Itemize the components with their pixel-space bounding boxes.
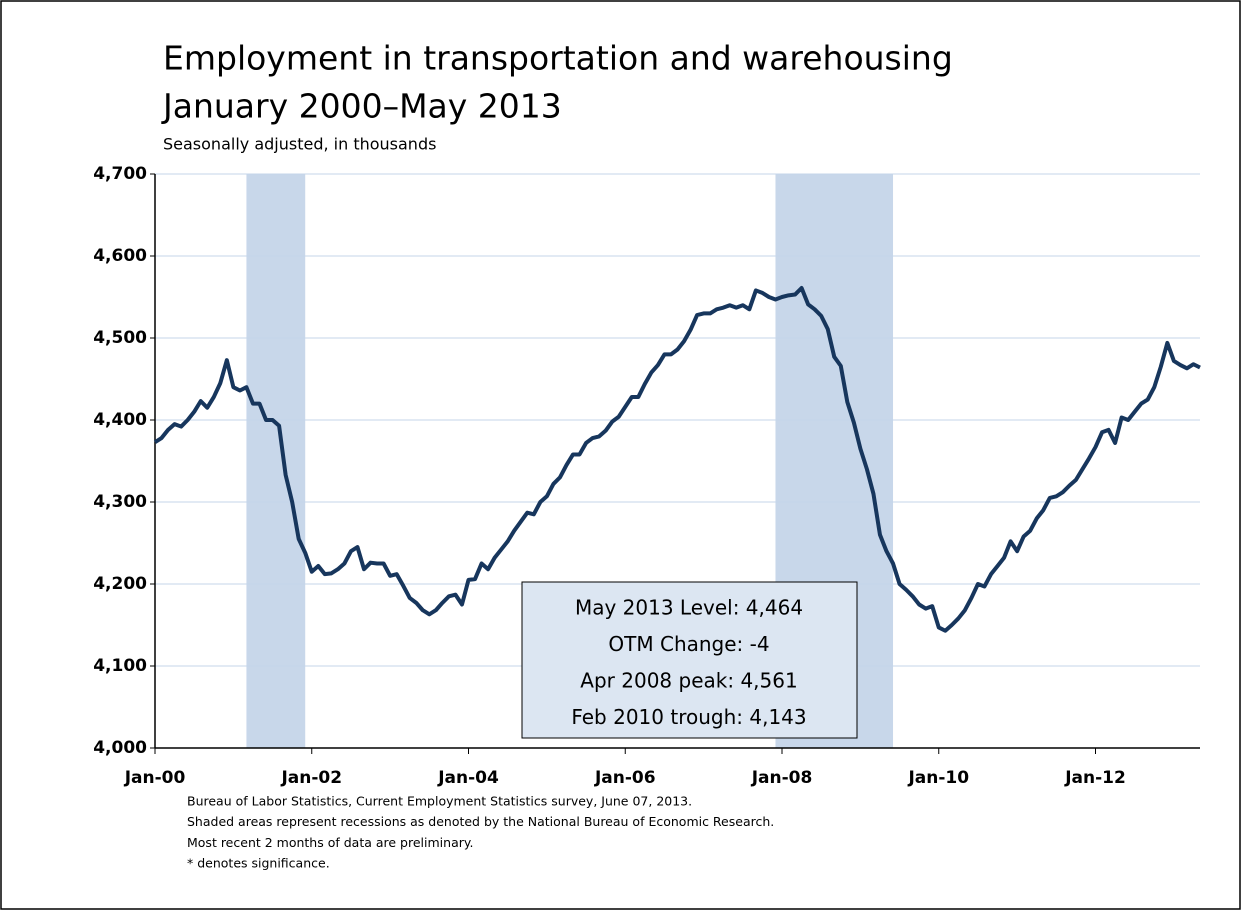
x-tick-label: Jan-02 (280, 768, 342, 788)
x-tick-label: Jan-12 (1064, 768, 1126, 788)
y-tick-label: 4,400 (93, 410, 147, 430)
y-tick-label: 4,300 (93, 492, 147, 512)
chart-subtitle: Seasonally adjusted, in thousands (163, 135, 436, 154)
y-tick-label: 4,100 (93, 656, 147, 676)
chart-title: Employment in transportation and warehou… (163, 39, 953, 78)
annotation-box (521, 581, 858, 739)
footnote: * denotes significance. (187, 856, 330, 871)
recession-band (246, 174, 306, 748)
x-tick-label: Jan-06 (594, 768, 656, 788)
x-tick-label: Jan-10 (907, 768, 969, 788)
x-tick-label: Jan-08 (751, 768, 813, 788)
y-tick-label: 4,000 (93, 738, 147, 758)
annotation-text: Feb 2010 trough: 4,143 (571, 705, 806, 729)
x-tick-label: Jan-04 (437, 768, 499, 788)
footnote: Most recent 2 months of data are prelimi… (187, 835, 473, 850)
annotation-text: OTM Change: -4 (608, 632, 769, 656)
x-tick-label: Jan-00 (124, 768, 186, 788)
annotation-text: Apr 2008 peak: 4,561 (580, 669, 797, 693)
footnote: Shaded areas represent recessions as den… (187, 814, 774, 829)
y-tick-label: 4,200 (93, 574, 147, 594)
annotation-text: May 2013 Level: 4,464 (575, 596, 803, 620)
y-tick-label: 4,700 (93, 164, 147, 184)
y-tick-label: 4,600 (93, 246, 147, 266)
data-line (153, 285, 1201, 633)
y-tick-label: 4,500 (93, 328, 147, 348)
chart-title: January 2000–May 2013 (161, 87, 562, 126)
footnote: Bureau of Labor Statistics, Current Empl… (187, 794, 692, 809)
